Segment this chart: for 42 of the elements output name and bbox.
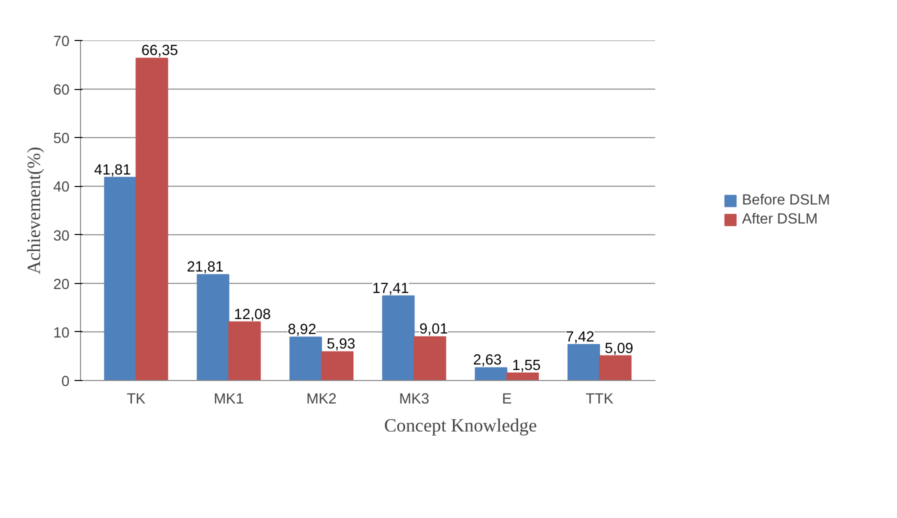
x-tick-label: MK1 <box>214 392 244 408</box>
x-tick-label: TK <box>126 392 146 408</box>
x-tick-label: MK3 <box>399 392 430 408</box>
bar <box>320 351 354 380</box>
x-axis-title: Concept Knowledge <box>384 416 537 436</box>
y-tick-label: 70 <box>53 34 70 50</box>
bar <box>196 274 230 380</box>
data-label: 5,09 <box>604 340 634 357</box>
y-tick-label: 10 <box>53 325 70 342</box>
x-tick-label: MK2 <box>306 392 337 408</box>
x-tick-label: E <box>502 392 512 408</box>
y-tick-label: 30 <box>53 228 70 244</box>
y-tick-label: 40 <box>53 180 70 196</box>
bar <box>289 336 322 380</box>
data-label: 1,55 <box>512 358 541 374</box>
data-label: 5,93 <box>326 336 356 353</box>
data-label: 17,41 <box>372 280 409 297</box>
data-label: 12,08 <box>234 306 271 323</box>
data-label: 21,81 <box>186 260 224 276</box>
bar <box>228 321 261 380</box>
data-label: 9,01 <box>419 322 448 338</box>
y-axis-title: Achievement(%) <box>24 146 46 274</box>
legend-label: Before DSLM <box>742 192 830 208</box>
x-tick-label: TTK <box>586 392 614 408</box>
data-label: 41,81 <box>94 162 131 178</box>
bar <box>568 344 600 380</box>
data-label: 7,42 <box>566 329 594 346</box>
bar <box>136 58 168 380</box>
data-label: 66,35 <box>141 43 178 60</box>
bar <box>506 372 539 380</box>
y-tick-label: 60 <box>53 82 70 99</box>
bar <box>599 355 632 380</box>
y-tick-label: 50 <box>53 131 70 148</box>
bar <box>104 176 137 380</box>
data-label: 8,92 <box>288 322 316 338</box>
bar <box>382 295 415 380</box>
bar <box>414 336 446 380</box>
legend-label: After DSLM <box>742 212 818 228</box>
y-tick-label: 0 <box>61 374 70 390</box>
data-label: 2,63 <box>473 352 502 369</box>
bar <box>474 367 508 380</box>
y-tick-label: 20 <box>53 276 70 293</box>
